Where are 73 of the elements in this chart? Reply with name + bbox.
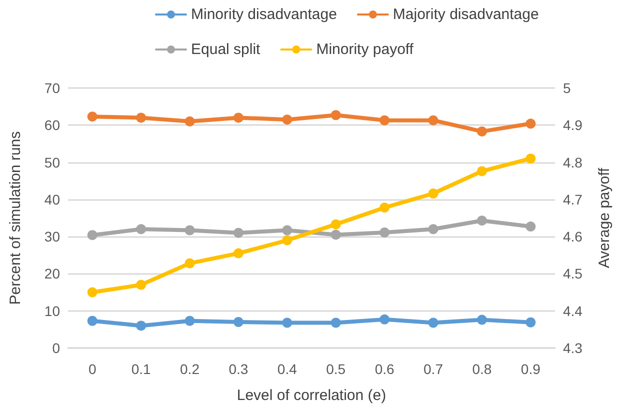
point [476,166,487,176]
x-tick-label: 0 [88,361,96,377]
point [136,112,146,123]
point [330,318,341,328]
point [136,224,146,234]
y2-tick-label: 4.4 [563,302,583,319]
point [428,188,438,198]
y-tick-label: 60 [44,117,60,134]
y2-tick-label: 4.5 [563,266,583,282]
point [428,224,438,234]
x-tick-label: 0.3 [228,361,248,377]
point [380,227,390,238]
y-tick-label: 0 [52,340,60,356]
x-tick-label: 0.9 [520,361,541,377]
point [330,219,341,230]
point [282,318,292,328]
point [184,258,195,268]
y2-tick-label: 4.6 [563,228,583,245]
point [87,316,98,326]
point [87,112,98,122]
y2-tick-label: 4.7 [563,191,583,208]
y-tick-label: 70 [44,80,60,96]
x-tick-label: 0.7 [424,361,444,377]
y2-tick-label: 4.8 [563,154,583,170]
point [330,230,341,240]
point [233,317,244,327]
point [380,115,390,126]
x-tick-label: 0.8 [472,361,492,377]
y-tick-label: 10 [44,302,60,319]
x-tick-label: 0.5 [326,361,346,377]
x-tick-label: 0.1 [131,361,151,377]
point [282,225,292,236]
y2-tick-label: 4.9 [563,117,583,134]
y2-tick-label: 4.3 [563,340,583,356]
point [476,126,487,136]
point [428,115,438,126]
y2-axis-title: Average payoff [596,166,613,268]
point [526,154,536,164]
x-tick-label: 0.2 [180,361,200,377]
y-tick-label: 50 [44,154,60,170]
point [87,287,98,298]
point [526,118,536,129]
point [380,314,390,324]
point [184,225,195,236]
point [87,230,98,240]
point [282,114,292,125]
point [380,202,390,213]
point [476,216,487,226]
legend-label: Equal split [191,41,262,58]
x-tick-label: 0.6 [374,361,394,377]
y2-tick-label: 5 [563,80,571,96]
y-axis-title: Percent of simulation runs [7,131,24,305]
point [136,280,146,290]
point [233,112,244,123]
point [233,248,244,258]
point [233,228,244,238]
point [526,317,536,328]
point [184,116,195,126]
y-tick-label: 40 [44,191,60,208]
point [476,314,487,325]
point [330,110,341,120]
point [136,320,146,331]
x-tick-label: 0.4 [277,361,298,377]
point [282,235,292,246]
point [184,316,195,326]
legend-label: Minority disadvantage [191,6,337,23]
y-tick-label: 20 [44,266,60,282]
point [526,222,536,232]
legend-label: Majority disadvantage [392,6,539,23]
legend-label: Minority payoff [316,41,414,58]
point [428,318,438,328]
x-axis-title: Level of correlation (e) [236,387,386,404]
y-tick-label: 30 [44,228,60,245]
